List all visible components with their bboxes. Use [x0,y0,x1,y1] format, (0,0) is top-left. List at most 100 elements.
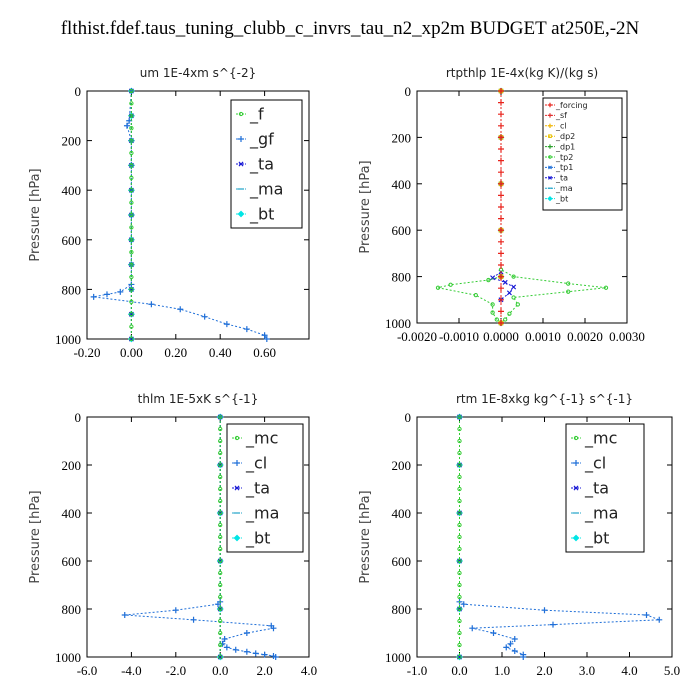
y-axis-label: Pressure [hPa] [28,168,43,261]
y-tick-label: 200 [62,134,82,149]
panel-um: um 1E-4xm s^{-2} Pressure [hPa] 0 200 400 600… [28,66,310,360]
series-forcing-point [498,262,504,268]
series-f-point [129,287,134,292]
x-tick-label: 0.0030 [609,329,645,344]
series-cl-point [460,601,467,608]
series-forcing-point [498,122,504,129]
x-tick-label: 4.0 [301,663,317,678]
series-f-point [129,225,134,230]
series-mc-point [457,558,462,564]
series-cl-point [643,612,650,618]
series-forcing-point [498,296,504,303]
series-ta-point [502,279,508,285]
series-cl-point [243,648,250,655]
panel-rtpthlp: rtpthlp 1E-4x(kg K)/(kg s) Pressure [hPa]… [358,66,645,344]
series-f-point [129,212,134,218]
series-f-point [129,200,134,205]
legend-box [542,97,623,211]
y-axis-label: Pressure [hPa] [358,160,373,253]
series-mc-point [218,582,223,588]
legend-label: _ta [555,174,568,183]
series-mc-point [218,522,223,528]
series-mc-point [457,594,462,600]
legend-label: _ma [245,504,279,524]
series-forcing-point [498,99,504,106]
series-cl-point [520,654,527,660]
series-cl-point [214,601,221,608]
legend-marker [572,534,580,542]
series-forcing-point [498,88,504,94]
series-tp2-left-point [494,317,499,322]
series-mc-point [457,630,462,636]
y-axis-label: Pressure [hPa] [358,490,373,583]
y-tick-label: 1000 [55,332,81,347]
series-forcing-point [498,134,504,141]
series-cl-point [172,607,179,614]
series-cl-point [541,607,548,614]
series-tp2-point [503,317,508,322]
y-tick-label: 1000 [55,650,81,665]
x-tick-label: -0.20 [73,345,100,360]
series-f-point [129,250,134,255]
legend-label: _ta [584,479,609,499]
x-tick-label: 0.0020 [567,329,603,344]
series-cl-point [490,630,497,636]
x-tick-label: 5.0 [664,663,680,678]
y-tick-label: 200 [392,458,412,473]
series-f-point [129,101,134,106]
panel-rtm: rtm 1E-8xkg kg^{-1} s^{-1} Pressure [hPa]… [358,392,680,678]
legend-marker [548,175,552,180]
series-forcing [498,88,504,326]
series-mc-point [218,510,223,516]
series-tp2-line [500,91,607,324]
series-f-point [129,299,134,304]
series-gf-point [223,321,230,328]
series-mc-point [457,606,462,612]
series-f-point [129,126,134,131]
legend-marker [233,534,241,542]
series-forcing-point [498,192,504,199]
series-f-point [129,113,134,118]
plot-frame [86,416,310,658]
chart-title: rtpthlp 1E-4x(kg K)/(kg s) [446,66,598,80]
legend-label: _cl [555,122,567,131]
series-mc-point [218,558,223,564]
legend-marker [547,113,553,118]
series-gf-point [243,326,250,333]
plot-frame [86,90,310,340]
series-gf-point [263,336,270,342]
series-forcing-point [498,204,504,210]
series-f-point [129,175,134,180]
legend-label: _ta [249,155,274,175]
series-tp2-point [603,285,609,290]
series-tp2-left [435,274,504,326]
series-ta-point [490,275,496,281]
y-tick-label: 0 [75,84,82,99]
legend-label: _bt [555,194,568,203]
series-cl-point [232,646,239,653]
x-tick-label: 0.60 [253,345,276,360]
series-tp2-point [511,274,516,279]
legend: _mc _cl _ta _ma _bt [565,423,645,553]
series-tp2-point [566,281,571,286]
legend-label: _gf [249,130,274,150]
series-tp2-left-point [490,310,495,315]
series-forcing-point [498,215,504,222]
legend-marker [548,134,552,139]
y-tick-label: 0 [405,84,412,99]
series-mc-point [457,510,462,516]
series-f [129,88,134,342]
series-forcing-point [498,227,504,234]
legend-label: _tp1 [555,163,573,172]
series-mc-point [218,498,223,504]
legend-label: _ta [245,479,270,499]
series-forcing-point [498,273,504,280]
legend-marker [238,111,244,117]
legend-label: _dp1 [555,142,575,151]
legend-label: _dp2 [555,132,575,141]
legend-label: _bt [249,205,274,225]
legend-marker [573,460,579,466]
y-tick-label: 600 [392,554,412,569]
series-cl-point [270,625,277,632]
